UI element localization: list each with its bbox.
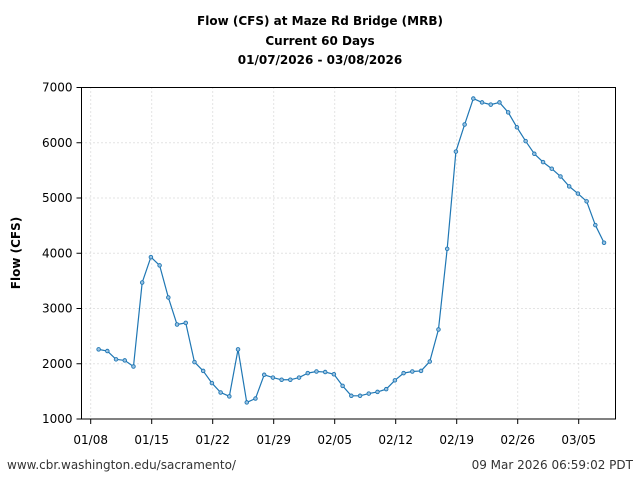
axes: 1000 2000 3000 4000 5000 6000 7000 01/08 01/15 01…: [42, 81, 616, 447]
data-point-marker: [235, 347, 241, 352]
data-point-marker: [305, 370, 311, 376]
x-tick-label: 02/19: [439, 433, 474, 447]
y-tick-label: 2000: [42, 357, 73, 371]
data-point-marker: [479, 100, 485, 105]
y-tick-label: 3000: [42, 302, 73, 316]
data-point-marker: [218, 390, 223, 395]
data-point-marker: [575, 191, 581, 196]
data-point-marker: [601, 240, 607, 246]
data-point-marker: [471, 96, 476, 101]
chart-title-line-2: Current 60 Days: [265, 34, 375, 48]
x-tick-label: 02/12: [378, 433, 413, 447]
data-point-marker: [357, 393, 363, 399]
data-point-marker: [558, 174, 563, 179]
data-point-marker: [462, 122, 467, 127]
data-point-marker: [270, 375, 276, 380]
data-point-marker: [261, 372, 267, 378]
data-point-marker: [322, 369, 328, 375]
data-point-marker: [105, 348, 110, 354]
data-point-marker: [244, 400, 250, 405]
x-tick-label: 01/08: [73, 433, 108, 447]
x-tick-label: 02/05: [317, 433, 352, 447]
data-point-marker: [427, 359, 433, 364]
data-point-marker: [532, 151, 537, 157]
data-point-marker: [340, 383, 345, 389]
data-point-marker: [366, 391, 372, 396]
y-tick-label: 5000: [42, 191, 73, 205]
data-point-marker: [453, 149, 459, 154]
y-tick-label: 4000: [42, 246, 73, 260]
generated-timestamp: 09 Mar 2026 06:59:02 PDT: [471, 458, 633, 472]
data-point-marker: [488, 102, 494, 107]
y-tick-label: 6000: [42, 136, 73, 150]
data-point-marker: [593, 222, 598, 228]
data-point-marker: [436, 327, 441, 332]
data-point-marker: [227, 394, 232, 399]
data-point-marker: [279, 377, 284, 383]
data-point-marker: [401, 370, 406, 376]
data-point-marker: [192, 359, 197, 365]
data-point-marker: [157, 263, 162, 268]
chart-title-line-1: Flow (CFS) at Maze Rd Bridge (MRB): [197, 14, 443, 28]
data-point-marker: [566, 184, 572, 189]
gridlines: [81, 87, 616, 419]
data-point-marker: [200, 368, 206, 374]
data-point-marker: [514, 125, 520, 130]
data-point-marker: [253, 396, 258, 401]
y-tick-label: 1000: [42, 412, 73, 426]
plot-frame: [81, 87, 616, 420]
data-point-marker: [331, 371, 337, 377]
data-point-marker: [444, 246, 450, 252]
data-point-marker: [392, 378, 398, 383]
data-point-marker: [375, 389, 380, 395]
data-point-marker: [131, 364, 136, 369]
chart-title-line-3: 01/07/2026 - 03/08/2026: [237, 53, 403, 67]
y-tick-label: 7000: [42, 81, 73, 95]
flow-line: [98, 97, 605, 404]
data-point-marker: [148, 254, 154, 260]
data-point-marker: [549, 166, 555, 171]
x-tick-label: 02/26: [500, 433, 535, 447]
data-point-marker: [209, 380, 215, 386]
data-point-marker: [523, 138, 528, 144]
x-tick-label: 01/29: [256, 433, 291, 447]
x-tick-label: 01/22: [195, 433, 230, 447]
data-point-marker: [314, 369, 319, 374]
data-point-marker: [122, 358, 128, 363]
data-point-marker: [139, 280, 145, 285]
data-point-marker: [410, 369, 415, 374]
data-point-marker: [540, 159, 546, 165]
data-point-marker: [383, 386, 389, 392]
data-point-marker: [505, 110, 511, 115]
x-tick-label: 03/05: [561, 433, 596, 447]
data-point-marker: [96, 347, 101, 352]
data-point-marker: [497, 100, 502, 105]
x-tick-label: 01/15: [134, 433, 169, 447]
data-point-marker: [584, 199, 589, 204]
data-point-marker: [418, 368, 424, 374]
data-point-marker: [113, 357, 119, 362]
data-point-marker: [166, 295, 171, 300]
source-url[interactable]: www.cbr.washington.edu/sacramento/: [7, 458, 236, 472]
data-point-marker: [296, 375, 302, 380]
data-series: [96, 96, 607, 405]
data-point-marker: [349, 393, 354, 399]
data-point-marker: [183, 320, 189, 326]
data-point-marker: [174, 322, 180, 327]
data-point-marker: [288, 377, 293, 383]
